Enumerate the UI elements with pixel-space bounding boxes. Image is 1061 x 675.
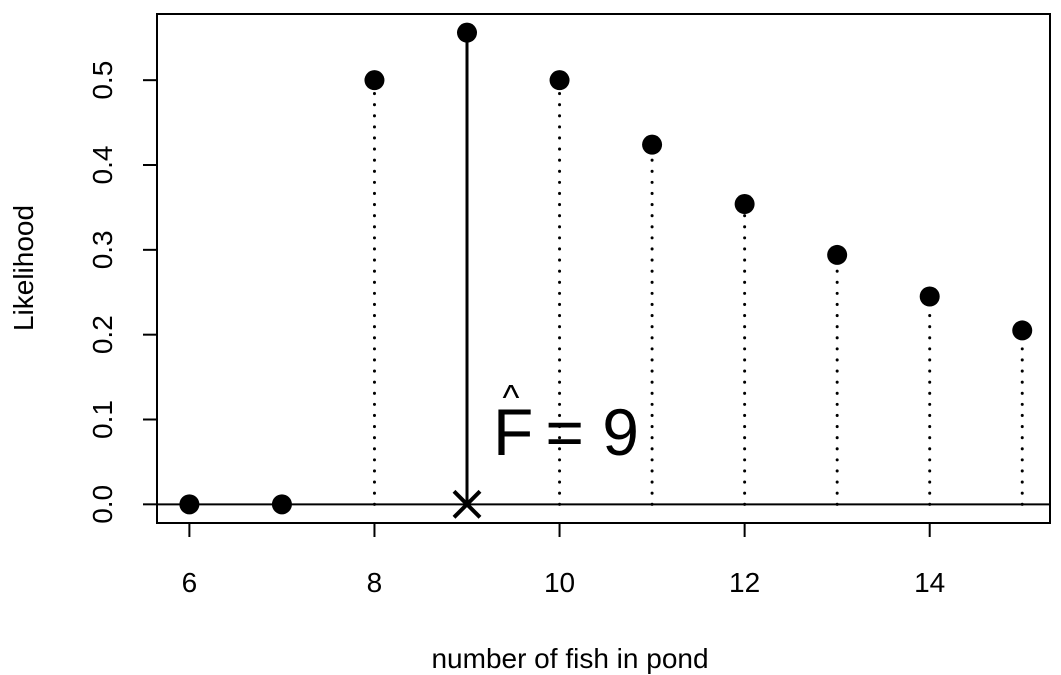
- axis-ticks: 6 8 10 12 14 0.0 0.1 0.2 0.3 0.4 0.5: [87, 61, 945, 598]
- x-tick-label: 12: [729, 567, 760, 598]
- stem-lines: [372, 32, 1024, 506]
- y-tick-label: 0.0: [87, 485, 118, 524]
- x-axis-label: number of fish in pond: [431, 643, 708, 674]
- x-tick-label: 10: [544, 567, 575, 598]
- estimate-annotation: ^ F = 9: [493, 377, 639, 469]
- annotation-symbol: F: [493, 395, 533, 469]
- data-point-13: [827, 244, 848, 265]
- y-tick-label: 0.2: [87, 315, 118, 354]
- data-point-12: [734, 194, 755, 215]
- data-point-15: [1012, 320, 1033, 341]
- y-tick-label: 0.1: [87, 400, 118, 439]
- data-point-10: [549, 70, 570, 91]
- x-tick-label: 8: [367, 567, 383, 598]
- y-tick-label: 0.4: [87, 146, 118, 185]
- data-point-8: [364, 70, 385, 91]
- data-point-14: [919, 286, 940, 307]
- data-points: [179, 22, 1033, 515]
- y-tick-label: 0.5: [87, 61, 118, 100]
- mle-cross-stroke-b: [452, 489, 482, 519]
- x-tick-label: 14: [914, 567, 945, 598]
- annotation-value: = 9: [527, 395, 639, 469]
- y-axis-label: Likelihood: [8, 205, 39, 331]
- data-point-11: [642, 134, 663, 155]
- y-tick-label: 0.3: [87, 230, 118, 269]
- data-point-7: [271, 494, 292, 515]
- plot-frame: [156, 13, 1051, 524]
- data-point-6: [179, 494, 200, 515]
- annotation-hat: ^: [503, 377, 520, 418]
- x-tick-label: 6: [182, 567, 198, 598]
- data-point-9: [457, 22, 478, 43]
- mle-marker: [452, 489, 482, 519]
